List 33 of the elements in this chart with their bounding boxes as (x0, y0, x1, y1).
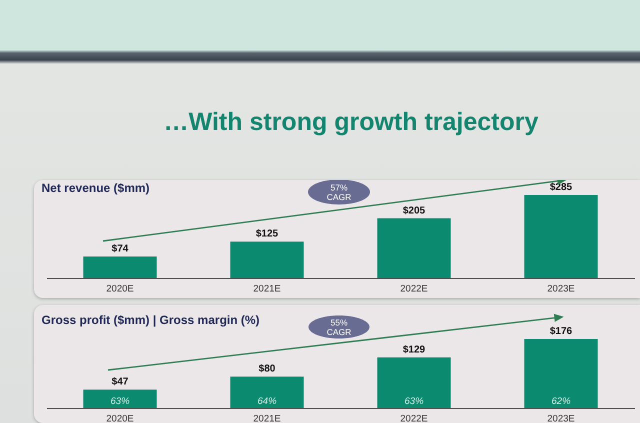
bar (524, 195, 598, 278)
bar (83, 390, 157, 408)
data-label: $205 (402, 205, 426, 216)
bar (524, 339, 598, 408)
bar (83, 256, 157, 278)
bar (230, 242, 304, 278)
chart-title: Net revenue ($mm) (42, 181, 150, 195)
annotation: 62% (551, 396, 572, 407)
text: …With strong growth trajectory (164, 108, 538, 136)
annotation: 64% (257, 396, 278, 407)
annotation: 57% CAGR (326, 182, 352, 202)
annotation: 63% (404, 396, 424, 407)
x-tick-label: 2021E (253, 284, 281, 294)
chart-title: Gross profit ($mm) | Gross margin (%) (42, 313, 260, 327)
x-tick-label: 2023E (547, 284, 575, 294)
data-label: $176 (550, 326, 573, 337)
data-label: $74 (112, 243, 129, 254)
bar (230, 376, 304, 408)
bar (377, 218, 451, 278)
x-tick-label: 2022E (400, 284, 428, 294)
text: 55% CAGR (326, 317, 352, 337)
x-tick-label: 2020E (106, 284, 134, 294)
data-label: $285 (550, 182, 573, 193)
x-tick-label: 2022E (400, 414, 428, 423)
bar (377, 357, 451, 408)
x-tick-label: 2020E (106, 414, 134, 423)
data-label: $80 (258, 364, 276, 375)
x-tick-label: 2021E (253, 414, 281, 423)
data-label: $125 (256, 228, 279, 240)
x-tick-label: 2023E (547, 414, 575, 423)
data-label: $47 (112, 376, 129, 388)
annotation: 63% (110, 396, 130, 407)
data-label: $129 (402, 344, 426, 356)
